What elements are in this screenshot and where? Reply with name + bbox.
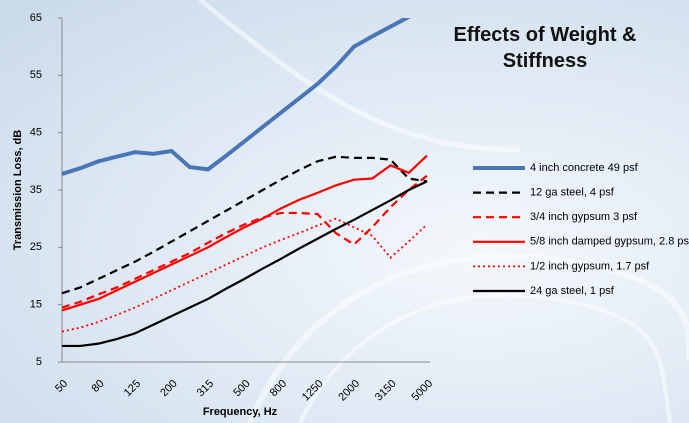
series-line	[61, 155, 428, 295]
series-line	[61, 154, 428, 312]
x-tick-label: 50	[53, 378, 70, 395]
x-tick-label: 5000	[409, 378, 435, 404]
y-tick-label: 65	[30, 12, 42, 24]
x-axis-title: Frequency, Hz	[203, 406, 278, 418]
y-tick-label: 45	[30, 127, 42, 139]
chart-title: Effects of Weight & Stiffness	[453, 24, 637, 72]
swirls	[198, 0, 689, 423]
legend-label: 12 ga steel, 4 psf	[530, 187, 615, 199]
series-line	[61, 217, 428, 333]
legend-label: 3/4 inch gypsum 3 psf	[530, 211, 638, 223]
x-tick-label: 80	[90, 378, 107, 395]
plot-area	[61, 18, 428, 348]
y-axis-title: Transmission Loss, dB	[12, 130, 24, 250]
legend-label: 4 inch concrete 49 psf	[530, 162, 639, 174]
x-tick-label: 200	[158, 378, 179, 399]
y-tick-label: 55	[30, 69, 42, 81]
x-tick-label: 500	[231, 378, 252, 399]
x-tick-label: 3150	[373, 378, 399, 404]
series-line	[61, 18, 411, 176]
y-tick-label: 35	[30, 184, 42, 196]
x-tick-label: 2000	[336, 378, 362, 404]
legend-label: 1/2 inch gypsum, 1.7 psf	[530, 260, 650, 272]
series-line	[62, 180, 428, 348]
y-tick-label: 15	[30, 299, 42, 311]
x-tick-label: 125	[122, 378, 143, 399]
y-tick-label: 5	[36, 356, 42, 368]
legend-label: 5/8 inch damped gypsum, 2.8 psf	[530, 236, 689, 248]
y-tick-label: 25	[30, 241, 42, 253]
x-tick-label: 315	[195, 378, 216, 399]
legend-label: 24 ga steel, 1 psf	[530, 285, 615, 297]
